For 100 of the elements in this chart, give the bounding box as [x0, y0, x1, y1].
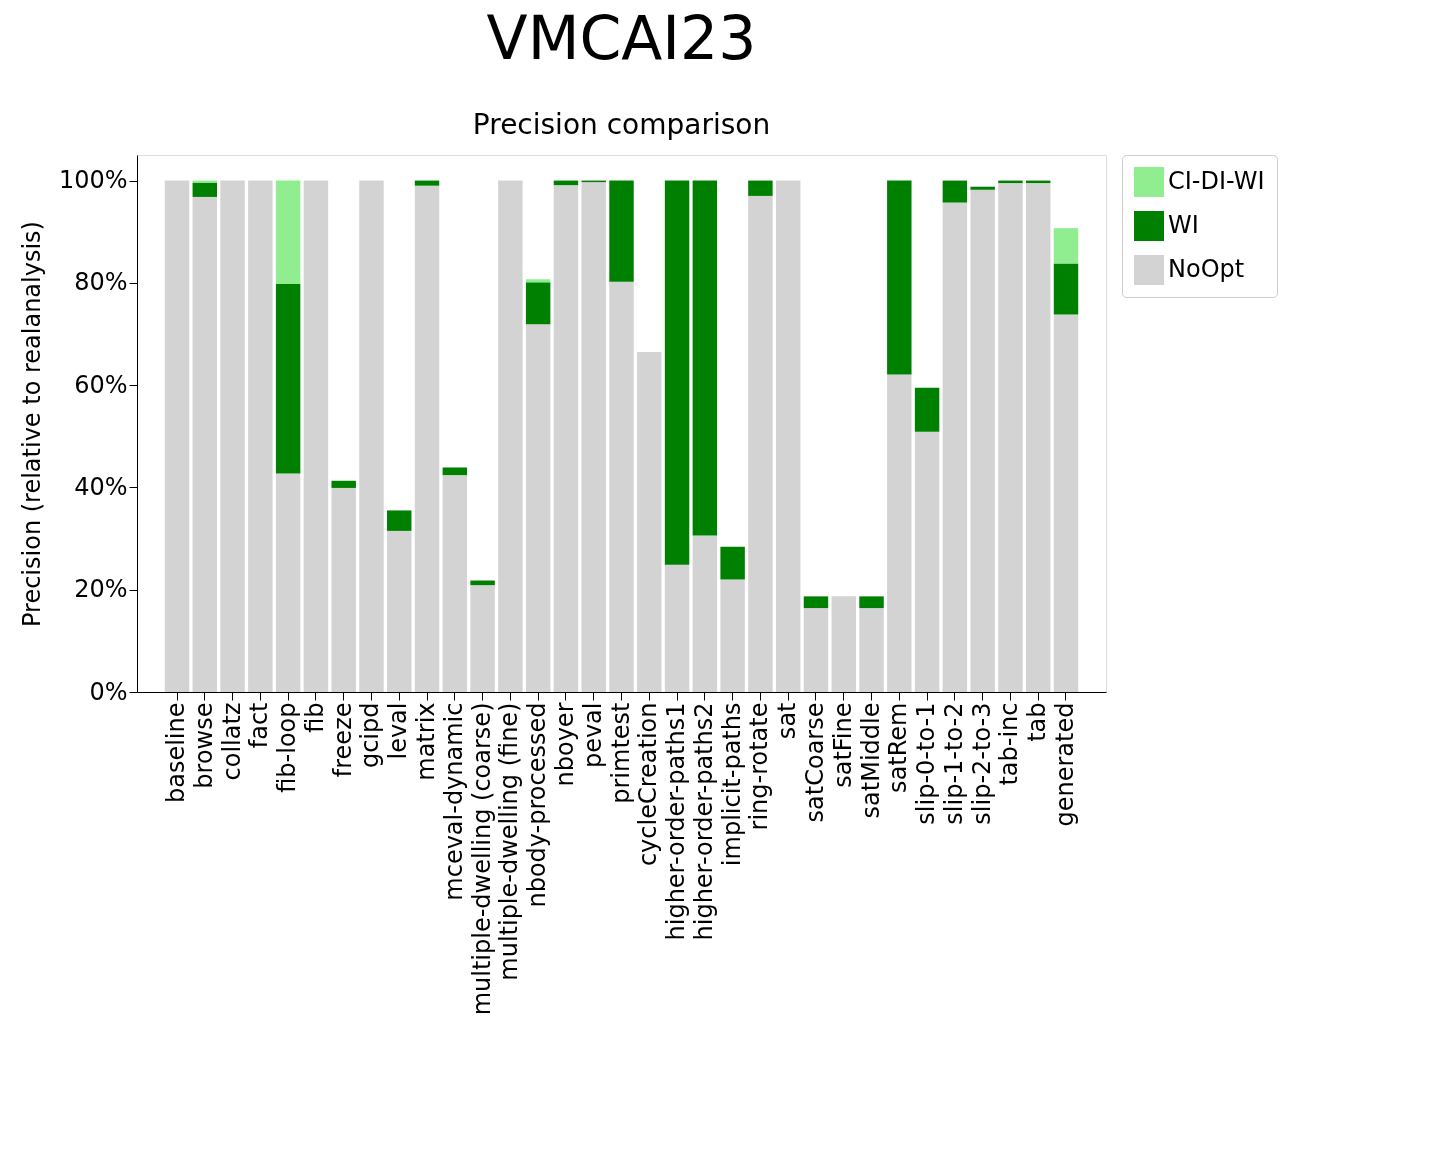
- x-tick-label: implicit-paths: [717, 702, 746, 867]
- bar: [525, 324, 551, 692]
- x-tick-label: fib-loop: [273, 702, 302, 793]
- y-tick-label: 100%: [58, 166, 128, 195]
- bar: [859, 596, 884, 609]
- bar: [331, 480, 356, 488]
- bar: [748, 195, 773, 692]
- bar: [637, 351, 662, 692]
- bar: [387, 510, 412, 531]
- x-tick-label: freeze: [328, 702, 357, 778]
- bar: [498, 180, 523, 692]
- x-tick-label: leval: [384, 702, 413, 760]
- bar: [1053, 228, 1079, 264]
- bar: [775, 180, 801, 692]
- legend-label: WI: [1168, 211, 1199, 239]
- bar: [387, 530, 412, 692]
- bar: [803, 608, 829, 692]
- legend-label: CI-DI-WI: [1168, 167, 1265, 195]
- bar: [748, 180, 773, 196]
- x-tick-label: primtest: [606, 702, 635, 804]
- bar: [414, 180, 440, 186]
- bar: [331, 487, 356, 692]
- y-tick-label: 60%: [74, 370, 128, 399]
- bar: [859, 608, 884, 692]
- x-tick-label: tab-inc: [995, 702, 1024, 786]
- bar: [192, 196, 218, 692]
- bar: [609, 281, 634, 692]
- x-tick-label: multiple-dwelling (coarse): [467, 702, 496, 1016]
- bar: [664, 180, 690, 565]
- x-tick-label: satCoarse: [800, 702, 829, 823]
- x-tick-label: fact: [245, 702, 274, 749]
- bar: [220, 180, 245, 692]
- x-tick-label: tab: [1023, 702, 1052, 742]
- bar: [248, 180, 273, 692]
- chart-subtitle: Precision comparison: [472, 107, 771, 141]
- bar: [442, 467, 468, 476]
- bar: [970, 186, 995, 190]
- x-tick-label: sat: [773, 702, 802, 740]
- x-tick-label: matrix: [412, 702, 441, 781]
- y-tick-label: 40%: [74, 472, 128, 501]
- x-tick-label: higher-order-paths1: [662, 702, 691, 941]
- bar: [553, 185, 579, 692]
- bar: [470, 585, 495, 692]
- x-tick-label: nbody-processed: [523, 702, 552, 908]
- bar: [164, 180, 190, 692]
- x-tick-label: ring-rotate: [745, 702, 774, 831]
- bar: [720, 579, 745, 692]
- x-tick-label: satRem: [884, 702, 913, 793]
- x-tick-label: slip-0-to-1: [912, 702, 941, 825]
- bar: [692, 535, 718, 692]
- bar: [803, 596, 829, 609]
- bar: [664, 564, 690, 692]
- x-tick-label: generated: [1051, 702, 1079, 827]
- y-tick-label: 80%: [74, 268, 128, 297]
- x-tick-label: collatz: [217, 702, 246, 781]
- bar: [720, 546, 745, 580]
- bar: [914, 431, 940, 692]
- bar: [442, 475, 468, 692]
- bar: [942, 202, 968, 692]
- bar: [192, 182, 218, 197]
- x-tick-label: slip-2-to-3: [967, 702, 996, 825]
- bar: [275, 180, 301, 284]
- y-tick-label: 0%: [89, 677, 128, 706]
- bar: [303, 180, 329, 692]
- bar: [914, 387, 940, 432]
- x-tick-label: satFine: [828, 702, 857, 788]
- bar: [887, 374, 912, 692]
- bar: [998, 183, 1023, 692]
- x-tick-label: mceval-dynamic: [439, 702, 468, 901]
- bar: [609, 180, 634, 282]
- x-tick-label: satMiddle: [856, 702, 885, 819]
- x-tick-label: nboyer: [550, 702, 579, 787]
- bar: [942, 180, 968, 203]
- x-tick-label: higher-order-paths2: [689, 702, 718, 941]
- bar: [692, 180, 718, 536]
- bar: [887, 180, 912, 375]
- bar: [192, 180, 218, 183]
- bar: [1053, 263, 1079, 315]
- y-axis-title: Precision (relative to realanalysis): [17, 221, 46, 627]
- x-tick-label: baseline: [162, 702, 190, 804]
- bar: [275, 283, 301, 474]
- bar: [525, 282, 551, 325]
- y-tick-label: 20%: [74, 575, 128, 604]
- x-tick-label: fib: [300, 702, 329, 733]
- x-tick-label: browse: [189, 702, 218, 789]
- x-tick-label: gcipd: [356, 702, 385, 769]
- bar: [581, 182, 606, 692]
- x-tick-label: cycleCreation: [634, 702, 663, 867]
- x-tick-label: slip-1-to-2: [939, 702, 968, 825]
- bar: [1053, 314, 1079, 692]
- bar: [831, 596, 856, 692]
- bar: [525, 279, 551, 283]
- chart-title: VMCAI23: [486, 2, 757, 73]
- bar: [275, 473, 301, 692]
- x-tick-label: peval: [578, 702, 607, 769]
- bar: [359, 180, 384, 692]
- bar: [970, 189, 995, 692]
- bar: [414, 185, 440, 692]
- legend-label: NoOpt: [1168, 255, 1245, 283]
- x-tick-label: multiple-dwelling (fine): [495, 702, 524, 981]
